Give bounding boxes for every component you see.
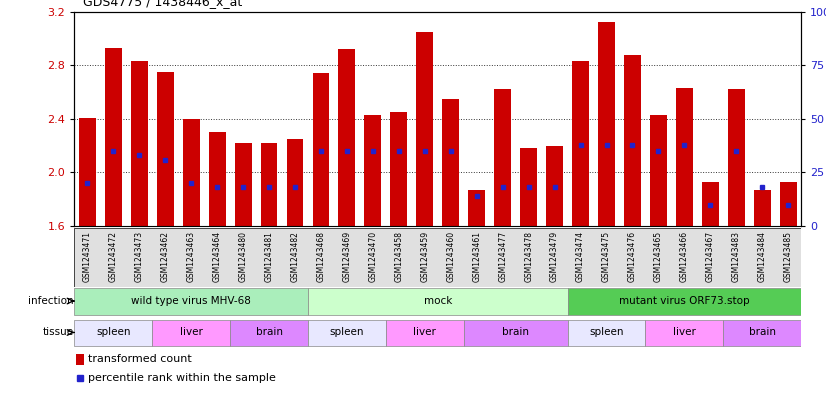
Bar xyxy=(416,32,434,226)
Text: GSM1243468: GSM1243468 xyxy=(316,231,325,282)
Text: GSM1243462: GSM1243462 xyxy=(161,231,169,282)
Bar xyxy=(386,320,463,346)
Bar xyxy=(391,112,407,226)
Text: GSM1243478: GSM1243478 xyxy=(525,231,533,282)
Bar xyxy=(463,320,567,346)
Text: brain: brain xyxy=(749,327,776,338)
Text: spleen: spleen xyxy=(589,327,624,338)
Text: GSM1243460: GSM1243460 xyxy=(446,231,455,282)
Bar xyxy=(209,132,225,226)
Bar xyxy=(520,148,537,226)
Bar xyxy=(230,320,308,346)
Bar xyxy=(624,55,641,226)
Bar xyxy=(364,115,382,226)
Text: GSM1243482: GSM1243482 xyxy=(291,231,300,282)
Text: brain: brain xyxy=(255,327,282,338)
Text: tissue: tissue xyxy=(42,327,74,338)
Text: GSM1243464: GSM1243464 xyxy=(212,231,221,282)
Text: transformed count: transformed count xyxy=(88,354,192,364)
Bar xyxy=(598,22,615,226)
Bar xyxy=(74,320,152,346)
Bar xyxy=(567,288,801,315)
Bar xyxy=(79,118,96,226)
Text: GSM1243471: GSM1243471 xyxy=(83,231,92,282)
Text: GSM1243470: GSM1243470 xyxy=(368,231,377,282)
Text: GSM1243463: GSM1243463 xyxy=(187,231,196,282)
Bar xyxy=(780,182,796,226)
Text: GSM1243465: GSM1243465 xyxy=(654,231,663,282)
Bar xyxy=(183,119,200,226)
Text: GSM1243469: GSM1243469 xyxy=(343,231,351,282)
Bar xyxy=(308,288,567,315)
Text: GSM1243475: GSM1243475 xyxy=(602,231,611,282)
Bar xyxy=(546,146,563,226)
Text: GSM1243479: GSM1243479 xyxy=(550,231,559,282)
Text: GSM1243472: GSM1243472 xyxy=(109,231,118,282)
Bar xyxy=(754,190,771,226)
Bar xyxy=(572,61,589,226)
Bar xyxy=(494,90,511,226)
Text: GSM1243461: GSM1243461 xyxy=(472,231,482,282)
Text: GSM1243474: GSM1243474 xyxy=(576,231,585,282)
Text: GSM1243484: GSM1243484 xyxy=(757,231,767,282)
Bar xyxy=(312,73,330,226)
Bar xyxy=(157,72,173,226)
Bar xyxy=(724,320,801,346)
Text: spleen: spleen xyxy=(330,327,364,338)
Text: GDS4775 / 1438446_x_at: GDS4775 / 1438446_x_at xyxy=(83,0,242,8)
Bar xyxy=(152,320,230,346)
Bar xyxy=(308,320,386,346)
Text: GSM1243459: GSM1243459 xyxy=(420,231,430,282)
Bar xyxy=(443,99,459,226)
Text: infection: infection xyxy=(28,296,74,306)
Bar xyxy=(645,320,724,346)
Text: GSM1243480: GSM1243480 xyxy=(239,231,248,282)
Text: GSM1243485: GSM1243485 xyxy=(784,231,793,282)
Bar xyxy=(76,354,84,365)
Text: GSM1243467: GSM1243467 xyxy=(706,231,714,282)
Text: mock: mock xyxy=(424,296,452,306)
Text: mutant virus ORF73.stop: mutant virus ORF73.stop xyxy=(620,296,750,306)
Text: liver: liver xyxy=(180,327,202,338)
Text: brain: brain xyxy=(502,327,529,338)
Text: GSM1243466: GSM1243466 xyxy=(680,231,689,282)
Bar xyxy=(702,182,719,226)
Text: GSM1243481: GSM1243481 xyxy=(264,231,273,282)
Bar xyxy=(339,49,355,226)
Bar xyxy=(131,61,148,226)
Text: GSM1243473: GSM1243473 xyxy=(135,231,144,282)
Bar xyxy=(650,115,667,226)
Text: GSM1243477: GSM1243477 xyxy=(498,231,507,282)
Bar xyxy=(261,143,278,226)
Bar xyxy=(105,48,121,226)
Text: liver: liver xyxy=(413,327,436,338)
Bar xyxy=(728,90,745,226)
Text: spleen: spleen xyxy=(96,327,131,338)
Bar xyxy=(235,143,251,226)
Bar xyxy=(287,139,303,226)
Text: wild type virus MHV-68: wild type virus MHV-68 xyxy=(131,296,251,306)
Text: GSM1243483: GSM1243483 xyxy=(732,231,741,282)
Bar xyxy=(468,190,485,226)
Bar xyxy=(74,288,308,315)
Text: percentile rank within the sample: percentile rank within the sample xyxy=(88,373,276,383)
Text: GSM1243458: GSM1243458 xyxy=(394,231,403,282)
Bar xyxy=(676,88,693,226)
Text: liver: liver xyxy=(673,327,695,338)
Bar xyxy=(567,320,645,346)
Text: GSM1243476: GSM1243476 xyxy=(628,231,637,282)
